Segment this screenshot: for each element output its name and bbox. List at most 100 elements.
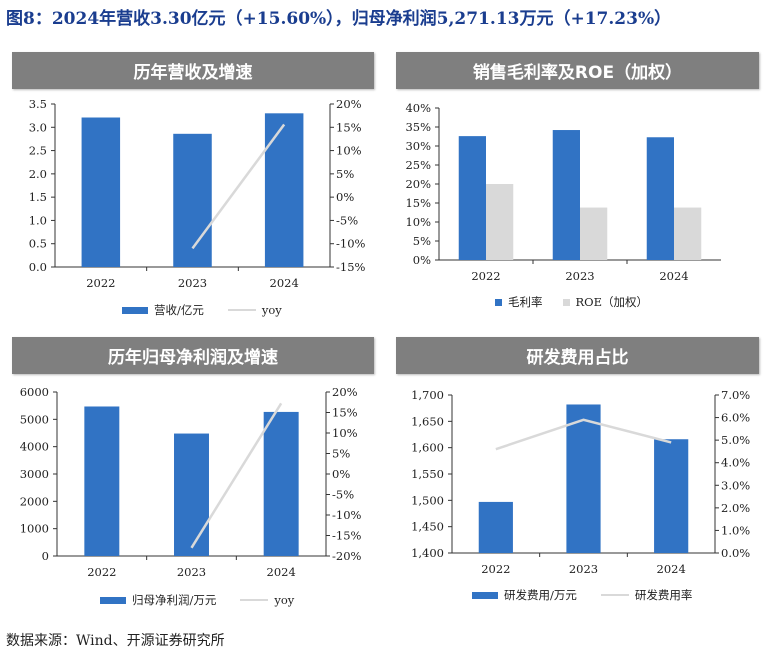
- left-tick-label: 1,600: [411, 441, 444, 455]
- right-tick-label: 1.0%: [721, 523, 750, 537]
- chart-1-title: 历年营收及增速: [12, 52, 374, 89]
- bar-2022: [486, 184, 514, 260]
- bar-2023: [174, 433, 209, 556]
- x-tick-label: 2023: [177, 565, 206, 579]
- bar-2024: [263, 411, 299, 556]
- legend-label: 归母净利润/万元: [132, 593, 217, 607]
- line-yoy: [191, 123, 286, 250]
- left-tick-label: 10%: [405, 215, 431, 229]
- right-tick-label: 5%: [332, 447, 350, 461]
- left-tick-label: 2000: [20, 494, 49, 508]
- bar-2024: [646, 137, 674, 260]
- left-tick-label: 1,650: [411, 414, 444, 428]
- left-tick-label: 1,450: [411, 520, 444, 534]
- right-tick-label: -15%: [336, 260, 366, 274]
- left-tick-label: 0: [42, 549, 49, 563]
- left-tick-label: 2.0: [29, 167, 47, 181]
- legend-label: ROE（加权）: [575, 295, 648, 309]
- x-tick-label: 2022: [86, 276, 115, 290]
- left-tick-label: 6000: [20, 385, 49, 399]
- left-tick-label: 40%: [405, 101, 431, 115]
- left-tick-label: 4000: [20, 440, 49, 454]
- bar-2023: [173, 133, 212, 267]
- bar-2022: [84, 406, 120, 556]
- legend-swatch-bar: [122, 306, 148, 314]
- right-tick-label: 6.0%: [721, 411, 750, 425]
- left-tick-label: 1.5: [29, 190, 47, 204]
- legend-swatch-line: [227, 309, 256, 311]
- right-tick-label: 0.0%: [721, 546, 750, 560]
- bar-2023: [552, 130, 580, 260]
- x-tick-label: 2023: [565, 269, 594, 283]
- right-tick-label: 0%: [336, 190, 354, 204]
- x-tick-label: 2023: [569, 562, 598, 576]
- left-tick-label: 3000: [20, 467, 49, 481]
- left-tick-label: 1,400: [411, 546, 444, 560]
- chart-3-title: 历年归母净利润及增速: [12, 337, 374, 374]
- left-tick-label: 30%: [405, 139, 431, 153]
- legend-swatch-bar: [472, 591, 498, 599]
- legend-swatch-line: [600, 594, 629, 596]
- x-tick-label: 2024: [267, 565, 296, 579]
- right-tick-label: -5%: [332, 488, 354, 502]
- left-tick-label: 2.5: [29, 144, 47, 158]
- source-note: 数据来源：Wind、开源证券研究所: [6, 633, 225, 649]
- left-tick-label: 5%: [413, 234, 431, 248]
- right-tick-label: 4.0%: [721, 456, 750, 470]
- right-tick-label: 5%: [336, 167, 354, 181]
- left-tick-label: 15%: [405, 196, 431, 210]
- right-tick-label: -20%: [332, 549, 362, 563]
- bar-2022: [478, 501, 513, 553]
- right-tick-label: -5%: [336, 213, 358, 227]
- legend-label: yoy: [274, 593, 295, 607]
- x-tick-label: 2023: [178, 276, 207, 290]
- left-tick-label: 1.0: [29, 213, 47, 227]
- right-tick-label: 0%: [332, 467, 350, 481]
- right-tick-label: -15%: [332, 529, 362, 543]
- right-tick-label: -10%: [336, 237, 366, 251]
- right-tick-label: 20%: [332, 385, 358, 399]
- chart-4-title: 研发费用占比: [396, 337, 759, 374]
- right-tick-label: 7.0%: [721, 388, 750, 402]
- chart-1-legend: 营收/亿元 yoy: [122, 302, 282, 318]
- right-tick-label: 5.0%: [721, 433, 750, 447]
- x-tick-label: 2022: [87, 565, 116, 579]
- x-tick-label: 2024: [659, 269, 688, 283]
- right-tick-label: -10%: [332, 508, 362, 522]
- left-tick-label: 35%: [405, 120, 431, 134]
- legend-swatch-bar: [100, 596, 126, 604]
- chart-3-legend: 归母净利润/万元 yoy: [100, 592, 294, 608]
- legend-label: yoy: [261, 303, 282, 317]
- legend-swatch-bar: [562, 298, 570, 306]
- legend-swatch-line: [240, 599, 269, 601]
- chart-4-legend: 研发费用/万元 研发费用率: [472, 587, 692, 603]
- legend-swatch-bar: [495, 298, 502, 306]
- right-tick-label: 3.0%: [721, 478, 750, 492]
- x-tick-label: 2022: [481, 562, 510, 576]
- x-tick-label: 2024: [270, 276, 299, 290]
- left-tick-label: 1,500: [411, 493, 444, 507]
- left-tick-label: 3.0: [29, 120, 47, 134]
- right-tick-label: 15%: [332, 406, 358, 420]
- legend-label: 毛利率: [508, 295, 543, 309]
- bar-2024: [654, 439, 689, 553]
- bar-2024: [674, 207, 702, 260]
- left-tick-label: 0.0: [29, 260, 47, 274]
- left-tick-label: 5000: [20, 412, 49, 426]
- right-tick-label: 2.0%: [721, 501, 750, 515]
- right-tick-label: 10%: [336, 144, 362, 158]
- legend-label: 研发费用率: [634, 588, 693, 602]
- left-tick-label: 3.5: [29, 97, 47, 111]
- x-tick-label: 2022: [471, 269, 500, 283]
- bar-2024: [264, 113, 304, 267]
- legend-label: 营收/亿元: [154, 303, 204, 317]
- figure-title: 图8：2024年营收3.30亿元（+15.60%），归母净利润5,271.13万…: [6, 9, 672, 29]
- right-tick-label: 10%: [332, 426, 358, 440]
- left-tick-label: 1000: [20, 522, 49, 536]
- chart-2-title: 销售毛利率及ROE（加权）: [396, 52, 759, 89]
- bar-2022: [458, 136, 486, 260]
- chart-2-legend: 毛利率 ROE（加权）: [495, 294, 648, 310]
- left-tick-label: 1,550: [411, 467, 444, 481]
- left-tick-label: 20%: [405, 177, 431, 191]
- right-tick-label: 15%: [336, 120, 362, 134]
